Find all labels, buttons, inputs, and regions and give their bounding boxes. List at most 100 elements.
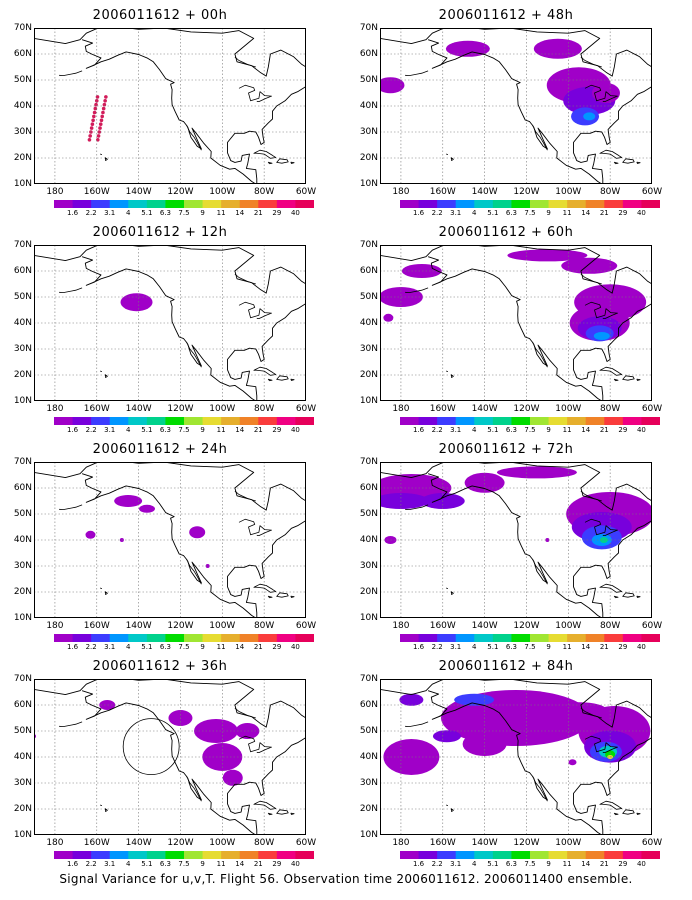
colorbar-label: 14 [235, 860, 245, 868]
coastline [532, 776, 548, 802]
variance-blob [561, 257, 618, 274]
colorbar-segment [567, 851, 587, 859]
colorbar-label: 1.6 [66, 426, 79, 434]
colorbar-segment [530, 851, 550, 859]
colorbar-label: 40 [290, 643, 300, 651]
colorbar-segment [604, 851, 624, 859]
great-lakes-outline [584, 84, 618, 102]
colorbar-segment [128, 634, 148, 642]
lon-tick-label: 80W [253, 404, 275, 414]
coastline [81, 256, 257, 401]
great-lakes-outline [238, 84, 272, 102]
lat-tick-label: 70N [13, 674, 32, 684]
lon-tick-label: 180 [46, 404, 64, 414]
colorbar-label: 7.5 [178, 860, 190, 868]
map-plot [380, 245, 652, 401]
variance-blob [432, 730, 461, 743]
lon-tick-label: 60W [641, 838, 663, 848]
lon-tick-label: 60W [295, 621, 317, 631]
colorbar-segment [184, 417, 204, 425]
lon-tick-label: 80W [253, 187, 275, 197]
lat-tick-label: 70N [13, 457, 32, 467]
variance-blob [384, 536, 397, 544]
flight-track-dot [98, 126, 102, 130]
colorbar-segment [437, 417, 457, 425]
colorbar-segment [548, 851, 568, 859]
colorbar-segment [146, 851, 166, 859]
great-lakes-outline [238, 301, 272, 319]
lat-tick-label: 60N [359, 700, 378, 710]
island-outline [450, 591, 454, 596]
colorbar-segment [295, 417, 314, 425]
colorbar-label: 40 [636, 209, 646, 217]
colorbar-segment [146, 634, 166, 642]
lon-tick-label: 160W [83, 621, 110, 631]
colorbar-segment [184, 851, 204, 859]
colorbar-label: 21 [599, 209, 609, 217]
lat-tick-label: 10N [359, 396, 378, 406]
colorbar-segment [109, 851, 129, 859]
lat-tick-label: 60N [13, 700, 32, 710]
colorbar-label: 5.1 [487, 426, 499, 434]
island-outline [599, 366, 623, 376]
lat-tick-label: 70N [359, 240, 378, 250]
lon-tick-label: 100W [555, 404, 582, 414]
lon-tick-label: 100W [209, 404, 236, 414]
island-outline [613, 812, 619, 816]
variance-blob [383, 313, 394, 322]
colorbar-segment [641, 417, 660, 425]
colorbar-segment [530, 634, 550, 642]
colorbar-segment [437, 200, 457, 208]
colorbar-label: 2.2 [85, 426, 97, 434]
colorbar-label: 14 [235, 643, 245, 651]
lat-tick-label: 40N [13, 752, 32, 762]
island-outline [267, 378, 273, 382]
colorbar-segment [492, 417, 512, 425]
colorbar-segment [474, 200, 494, 208]
panel-title: 2006011612 + 84h [438, 659, 574, 674]
colorbar-segment [437, 634, 457, 642]
colorbar-segment [239, 417, 259, 425]
flight-track-dot [92, 114, 96, 119]
flight-track-dot [100, 114, 105, 119]
coastline [34, 679, 306, 835]
colorbar-segment [400, 200, 420, 208]
island-outline [613, 161, 619, 165]
colorbar-label: 21 [599, 426, 609, 434]
island-outline [276, 809, 289, 815]
colorbar-label: 7.5 [524, 209, 536, 217]
island-outline [290, 378, 295, 381]
colorbar-label: 11 [216, 860, 226, 868]
lon-tick-label: 140W [125, 621, 152, 631]
great-lakes-outline [238, 735, 272, 753]
colorbar-segment [165, 200, 185, 208]
lat-tick-label: 10N [13, 179, 32, 189]
flight-track-dot [92, 110, 97, 115]
island-outline [450, 808, 454, 813]
colorbar-segment [455, 851, 475, 859]
variance-blob [120, 293, 153, 312]
great-lakes-outline [584, 518, 618, 536]
colorbar-label: 4 [472, 860, 477, 868]
coastline [81, 690, 257, 835]
colorbar-segment [258, 634, 278, 642]
great-lakes-outline [238, 518, 272, 536]
colorbar-label: 2.2 [431, 426, 443, 434]
colorbar-label: 6.3 [159, 860, 171, 868]
colorbar-segment [511, 851, 531, 859]
colorbar-label: 5.1 [141, 426, 153, 434]
island-outline [446, 587, 448, 589]
lon-tick-label: 120W [167, 187, 194, 197]
lat-tick-label: 40N [13, 535, 32, 545]
island-outline [267, 812, 273, 816]
colorbar-label: 7.5 [178, 643, 190, 651]
figure-caption: Signal Variance for u,v,T. Flight 56. Ob… [59, 872, 633, 886]
colorbar-segment [622, 851, 642, 859]
lat-tick-label: 30N [359, 127, 378, 137]
island-outline [100, 587, 102, 589]
colorbar-label: 21 [253, 860, 263, 868]
colorbar [54, 417, 314, 425]
colorbar-segment [146, 200, 166, 208]
island-outline [276, 158, 289, 164]
lat-tick-label: 40N [13, 101, 32, 111]
